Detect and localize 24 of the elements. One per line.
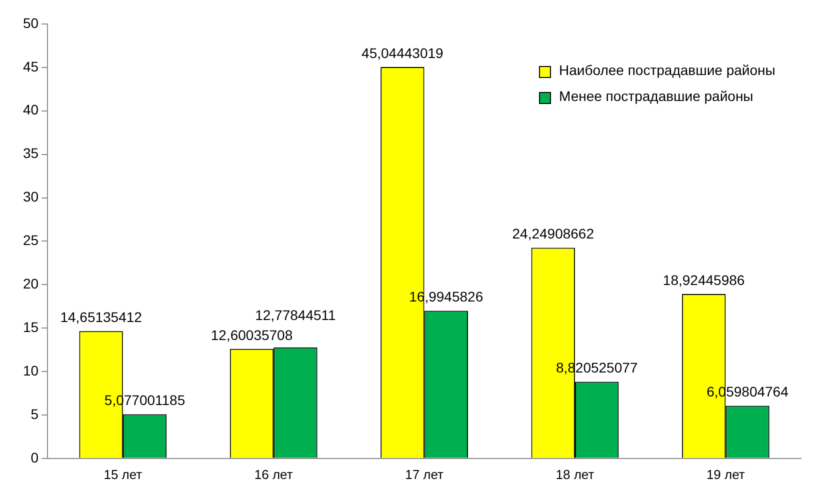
x-tick-label: 16 лет — [254, 466, 293, 482]
y-tick-label: 35 — [22, 145, 39, 162]
data-label: 12,77844511 — [255, 307, 336, 324]
y-tick-label: 15 — [22, 318, 39, 335]
y-tick-label: 0 — [30, 449, 39, 466]
y-tick-label: 50 — [22, 14, 39, 31]
y-tick-label: 30 — [22, 188, 39, 205]
y-tick-label: 45 — [22, 58, 39, 74]
y-tick-label: 5 — [30, 406, 39, 422]
y-tick-label: 10 — [22, 362, 39, 378]
data-label: 18,92445986 — [662, 272, 745, 288]
x-tick-label: 18 лет — [556, 466, 594, 482]
data-label: 14,65135412 — [60, 308, 142, 325]
legend-label: Наиболее пострадавшие районы — [559, 62, 776, 78]
y-tick-label: 25 — [22, 232, 39, 248]
data-label: 45,04443019 — [362, 44, 444, 61]
data-label: 24,24908662 — [512, 226, 594, 242]
x-tick-label: 19 лет — [706, 466, 745, 482]
x-tick-label: 17 лет — [405, 466, 444, 482]
x-tick-label: 15 лет — [104, 466, 142, 482]
y-tick-label: 40 — [22, 102, 39, 118]
y-tick-label: 20 — [22, 276, 39, 292]
legend-label: Менее пострадавшие районы — [559, 88, 754, 104]
data-label: 12,60035708 — [210, 326, 293, 343]
